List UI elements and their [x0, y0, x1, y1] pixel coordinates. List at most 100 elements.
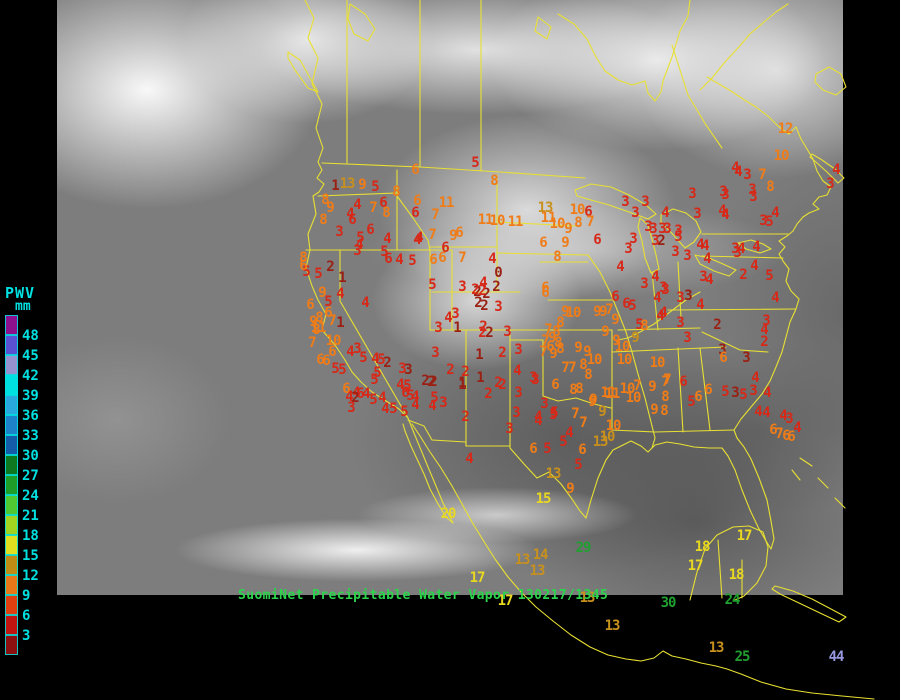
station-pwv-value: 3 — [759, 213, 768, 229]
station-pwv-value: 6 — [438, 250, 447, 266]
station-pwv-value: 9 — [631, 330, 640, 346]
bahamas-path — [799, 457, 813, 467]
legend-value-label: 12 — [22, 567, 39, 584]
station-pwv-value: 5 — [765, 214, 774, 230]
station-pwv-value: 4 — [383, 231, 392, 247]
legend-value-label: 9 — [22, 587, 31, 604]
legend-entry: 36 — [5, 408, 57, 435]
station-pwv-value: 2 — [427, 374, 436, 390]
station-pwv-value: 2 — [326, 259, 335, 275]
station-pwv-value: 8 — [569, 382, 578, 398]
station-pwv-value: 3 — [353, 341, 362, 357]
station-pwv-value: 8 — [321, 192, 330, 208]
station-pwv-value: 5 — [369, 392, 378, 408]
station-pwv-value: 3 — [742, 350, 751, 366]
station-pwv-value: 9 — [583, 344, 592, 360]
labrador-coast-path — [699, 3, 789, 91]
station-pwv-value: 3 — [458, 279, 467, 295]
station-pwv-value: 4 — [534, 413, 543, 429]
station-pwv-value: 8 — [556, 341, 565, 357]
station-pwv-value: 5 — [739, 387, 748, 403]
station-pwv-value: 3 — [404, 362, 413, 378]
bahamas-path — [834, 497, 846, 509]
station-pwv-value: 10 — [616, 352, 633, 368]
legend-swatch — [5, 495, 18, 515]
state-border-path — [317, 192, 398, 197]
station-pwv-value: 3 — [629, 231, 638, 247]
legend-swatch — [5, 375, 18, 395]
station-pwv-value: 13 — [514, 552, 531, 568]
station-pwv-value: 11 — [438, 195, 455, 211]
legend-swatch — [5, 535, 18, 555]
station-pwv-value: 7 — [775, 426, 784, 442]
station-pwv-value: 18 — [728, 567, 745, 583]
station-pwv-value: 8 — [575, 381, 584, 397]
station-pwv-value: 5 — [380, 244, 389, 260]
station-pwv-value: 13 — [604, 618, 621, 634]
station-pwv-value: 9 — [309, 314, 318, 330]
station-pwv-value: 5 — [356, 230, 365, 246]
station-pwv-value: 3 — [731, 241, 740, 257]
station-pwv-value: 6 — [541, 285, 550, 301]
station-pwv-value: 2 — [473, 284, 482, 300]
legend-value-label: 27 — [22, 467, 39, 484]
station-pwv-value: 4 — [346, 206, 355, 222]
station-pwv-value: 3 — [529, 370, 538, 386]
station-pwv-value: 4 — [371, 351, 380, 367]
station-pwv-value: 8 — [392, 184, 401, 200]
station-pwv-value: 3 — [762, 313, 771, 329]
station-pwv-value: 5 — [549, 407, 558, 423]
station-pwv-value: 5 — [338, 362, 347, 378]
station-pwv-value: 5 — [543, 441, 552, 457]
station-pwv-value: 6 — [342, 381, 351, 397]
station-pwv-value: 11 — [507, 214, 524, 230]
station-pwv-value: 2 — [492, 279, 501, 295]
station-pwv-value: 1 — [458, 377, 467, 393]
station-pwv-value: 5 — [371, 179, 380, 195]
station-pwv-value: 8 — [554, 335, 563, 351]
station-pwv-value: 5 — [302, 264, 311, 280]
legend-entry: 30 — [5, 448, 57, 475]
station-pwv-value: 18 — [694, 539, 711, 555]
station-pwv-value: 4 — [661, 205, 670, 221]
station-pwv-value: 29 — [575, 540, 592, 556]
station-pwv-value: 3 — [721, 187, 730, 203]
legend-entry: 24 — [5, 488, 57, 515]
station-pwv-value: 2 — [471, 282, 480, 298]
station-pwv-value: 2 — [482, 286, 491, 302]
station-pwv-value: 5 — [408, 253, 417, 269]
legend-swatch — [5, 315, 18, 335]
cuba-path — [771, 585, 847, 623]
station-pwv-value: 3 — [743, 167, 752, 183]
station-pwv-value: 3 — [676, 290, 685, 306]
station-pwv-value: 7 — [544, 322, 553, 338]
station-pwv-value: 10 — [489, 213, 506, 229]
station-pwv-value: 4 — [703, 251, 712, 267]
station-pwv-value: 4 — [754, 404, 763, 420]
station-pwv-value: 5 — [430, 390, 439, 406]
station-pwv-value: 6 — [324, 305, 333, 321]
station-pwv-value: 9 — [318, 285, 327, 301]
station-pwv-value: 3 — [676, 315, 685, 331]
station-pwv-value: 17 — [497, 593, 514, 609]
station-pwv-value: 13 — [592, 434, 609, 450]
station-pwv-value: 4 — [381, 401, 390, 417]
state-border-path — [677, 347, 684, 433]
ohio-river-path — [617, 291, 701, 341]
province-border-path — [671, 44, 723, 149]
station-pwv-value: 6 — [769, 422, 778, 438]
station-pwv-value: 3 — [439, 395, 448, 411]
pwv-legend: PWV mm 48 45 42 39 36 33 30 27 24 21 18 15 12 9 6 3 — [5, 286, 57, 655]
station-pwv-value: 7 — [633, 378, 642, 394]
station-pwv-value: 6 — [611, 289, 620, 305]
legend-swatch — [5, 435, 18, 455]
station-pwv-value: 9 — [574, 340, 583, 356]
station-pwv-value: 7 — [431, 207, 440, 223]
station-pwv-value: 9 — [326, 200, 335, 216]
station-pwv-value: 5 — [428, 277, 437, 293]
baja-gulf-path — [402, 423, 454, 524]
station-pwv-value: 10 — [773, 148, 790, 164]
station-pwv-value: 4 — [355, 237, 364, 253]
station-pwv-value: 6 — [782, 428, 791, 444]
station-pwv-value: 6 — [455, 225, 464, 241]
